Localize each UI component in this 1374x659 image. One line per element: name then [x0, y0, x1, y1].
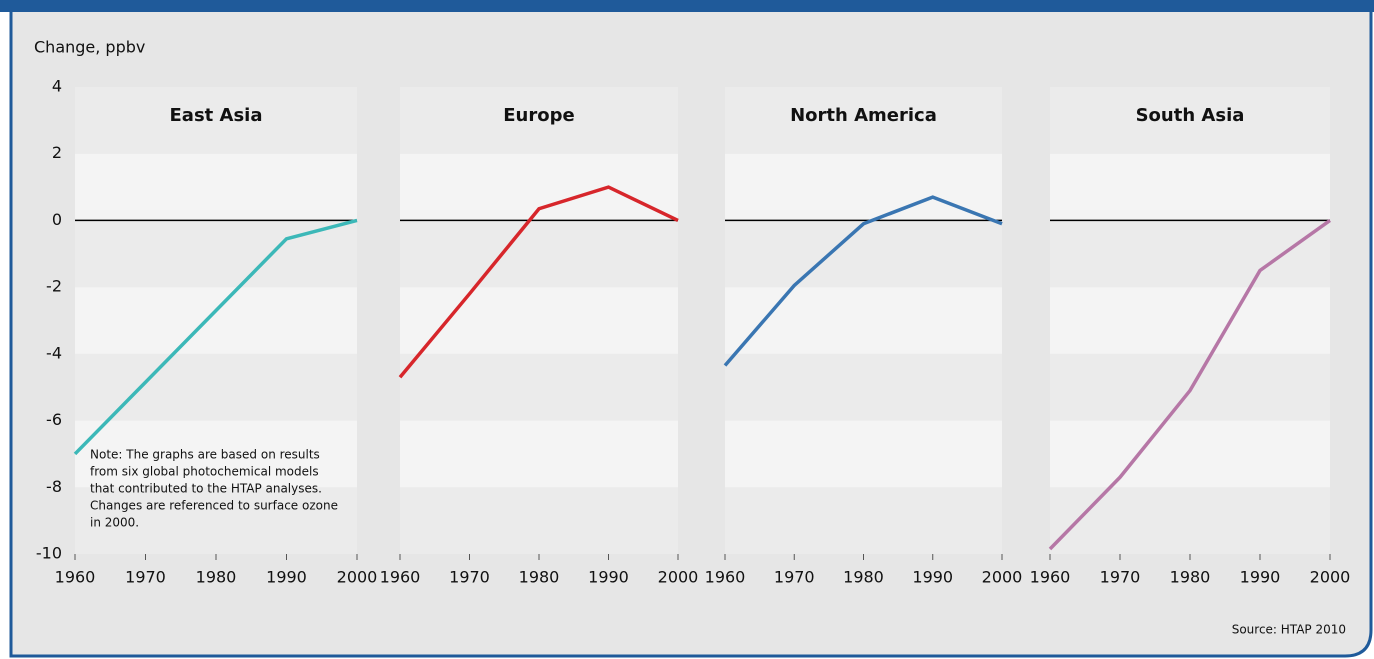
grid-band	[725, 220, 1002, 288]
x-tick-label: 2000	[658, 568, 699, 587]
x-tick-label: 1990	[912, 568, 953, 587]
x-tick-label: 2000	[337, 568, 378, 587]
x-tick-label: 1960	[55, 568, 96, 587]
x-tick-label: 1990	[266, 568, 307, 587]
note: Changes are referenced to surface ozone	[90, 499, 338, 513]
grid-band	[1050, 220, 1330, 288]
panel-title: North America	[790, 105, 937, 126]
note: in 2000.	[90, 516, 139, 530]
x-tick-label: 1960	[1030, 568, 1071, 587]
x-tick-label: 1980	[843, 568, 884, 587]
grid-band	[400, 420, 678, 488]
y-tick-label: -10	[36, 544, 62, 563]
grid-band	[75, 87, 357, 154]
header-bar	[0, 0, 1374, 12]
x-tick-label: 1970	[1100, 568, 1141, 587]
line	[1048, 219, 1332, 551]
y-tick-label: 0	[52, 210, 62, 229]
grid-band	[400, 87, 678, 154]
grid-band	[1050, 487, 1330, 554]
panel-title: East Asia	[170, 105, 263, 126]
x-tick-label: 1960	[705, 568, 746, 587]
grid-band	[400, 487, 678, 554]
grid-band	[75, 353, 357, 421]
y-tick-label: -2	[46, 277, 62, 296]
y-tick-label: -4	[46, 343, 62, 362]
grid-band	[1050, 420, 1330, 488]
x-tick-label: 1970	[774, 568, 815, 587]
x-tick-label: 2000	[1310, 568, 1351, 587]
x-tick-label: 1980	[196, 568, 237, 587]
panel-title: South Asia	[1136, 105, 1245, 126]
x-tick-label: 1980	[519, 568, 560, 587]
panel-title: Europe	[503, 105, 574, 126]
y-tick-label: 4	[52, 77, 62, 96]
x-tick-label: 1990	[1240, 568, 1281, 587]
note: that contributed to the HTAP analyses.	[90, 482, 322, 496]
x-tick-label: 1960	[380, 568, 421, 587]
x-tick-label: 1990	[588, 568, 629, 587]
grid-band	[725, 353, 1002, 421]
grid-band	[1050, 87, 1330, 154]
y-tick-label: 2	[52, 143, 62, 162]
x-tick-label: 1970	[449, 568, 490, 587]
line	[73, 218, 358, 456]
y-axis-label: Change, ppbv	[34, 38, 145, 57]
grid-band	[725, 420, 1002, 488]
grid-band	[725, 87, 1002, 154]
grid-band	[725, 287, 1002, 354]
grid-band	[75, 287, 357, 354]
source: Source: HTAP 2010	[1232, 623, 1346, 637]
line	[398, 185, 679, 379]
note: from six global photochemical models	[90, 465, 319, 479]
grid-band	[1050, 153, 1330, 221]
y-tick-label: -6	[46, 410, 62, 429]
grid-band	[75, 487, 357, 554]
grid-band	[400, 220, 678, 288]
line	[723, 195, 1003, 367]
grid-band	[75, 153, 357, 221]
grid-band	[75, 420, 357, 488]
x-tick-label: 1980	[1170, 568, 1211, 587]
grid-band	[400, 353, 678, 421]
grid-band	[1050, 287, 1330, 354]
grid-band	[725, 487, 1002, 554]
grid-band	[725, 153, 1002, 221]
grid-band	[400, 287, 678, 354]
y-tick-label: -8	[46, 477, 62, 496]
note: Note: The graphs are based on results	[90, 448, 320, 462]
x-tick-label: 1970	[125, 568, 166, 587]
x-tick-label: 2000	[982, 568, 1023, 587]
